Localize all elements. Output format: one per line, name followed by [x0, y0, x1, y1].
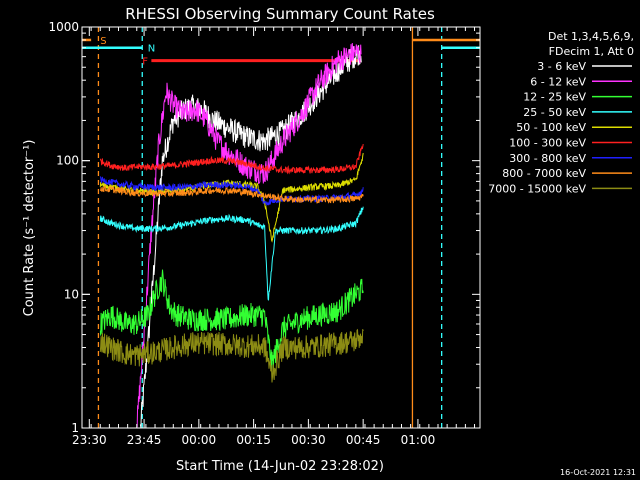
axes: 1 10 100 1000 23:30 23:45 00:00 00:15 00:30 00:45… [48, 20, 481, 447]
x-tick-label-5: 00:45 [346, 433, 381, 447]
series-line-5 [99, 144, 364, 175]
legend-header-0: Det 1,3,4,5,6,9, [548, 30, 634, 43]
flag-label-F: F [142, 57, 148, 68]
plot-inner: S NF [82, 27, 480, 428]
legend-label-4: 50 - 100 keV [516, 121, 586, 134]
plot-frame [81, 26, 481, 429]
flag-label-S: S [100, 36, 106, 47]
legend-label-7: 800 - 7000 keV [502, 167, 586, 180]
legend-header-1: FDecim 1, Att 0 [549, 45, 634, 58]
x-tick-label-6: 01:00 [401, 433, 436, 447]
legend-label-8: 7000 - 15000 keV [488, 182, 586, 195]
legend-label-0: 3 - 6 keV [537, 60, 586, 73]
y-axis-label: Count Rate (s⁻¹ detector⁻¹) [22, 140, 37, 317]
legend-label-6: 300 - 800 keV [509, 152, 586, 165]
x-tick-label-3: 00:15 [236, 433, 271, 447]
x-axis-label: Start Time (14-Jun-02 23:28:02) [176, 459, 384, 474]
y-tick-label-3: 1000 [48, 20, 79, 34]
y-tick-label-2: 100 [56, 154, 79, 168]
chart-title: RHESSI Observing Summary Count Rates [125, 5, 435, 23]
x-tick-label-0: 23:30 [72, 433, 107, 447]
series-line-8 [99, 328, 364, 383]
series-line-1 [136, 42, 362, 428]
legend-label-3: 25 - 50 keV [523, 106, 586, 119]
x-tick-label-4: 00:30 [291, 433, 326, 447]
legend: Det 1,3,4,5,6,9, FDecim 1, Att 0 3 - 6 keV… [488, 30, 634, 195]
legend-label-1: 6 - 12 keV [530, 75, 586, 88]
flag-label-N: N [148, 44, 155, 55]
y-tick-label-1: 10 [64, 287, 79, 301]
legend-label-5: 100 - 300 keV [509, 137, 586, 150]
y-tick-label-0: 1 [71, 421, 79, 435]
series-line-3 [99, 206, 364, 301]
series-line-7 [99, 184, 364, 204]
plot-area: S NF [82, 27, 480, 428]
x-tick-label-2: 00:00 [182, 433, 217, 447]
legend-label-2: 12 - 25 keV [523, 91, 586, 104]
x-tick-label-1: 23:45 [127, 433, 162, 447]
series-line-2 [99, 269, 364, 372]
footer-timestamp: 16-Oct-2021 12:31 [560, 468, 636, 477]
series-line-6 [99, 176, 364, 207]
